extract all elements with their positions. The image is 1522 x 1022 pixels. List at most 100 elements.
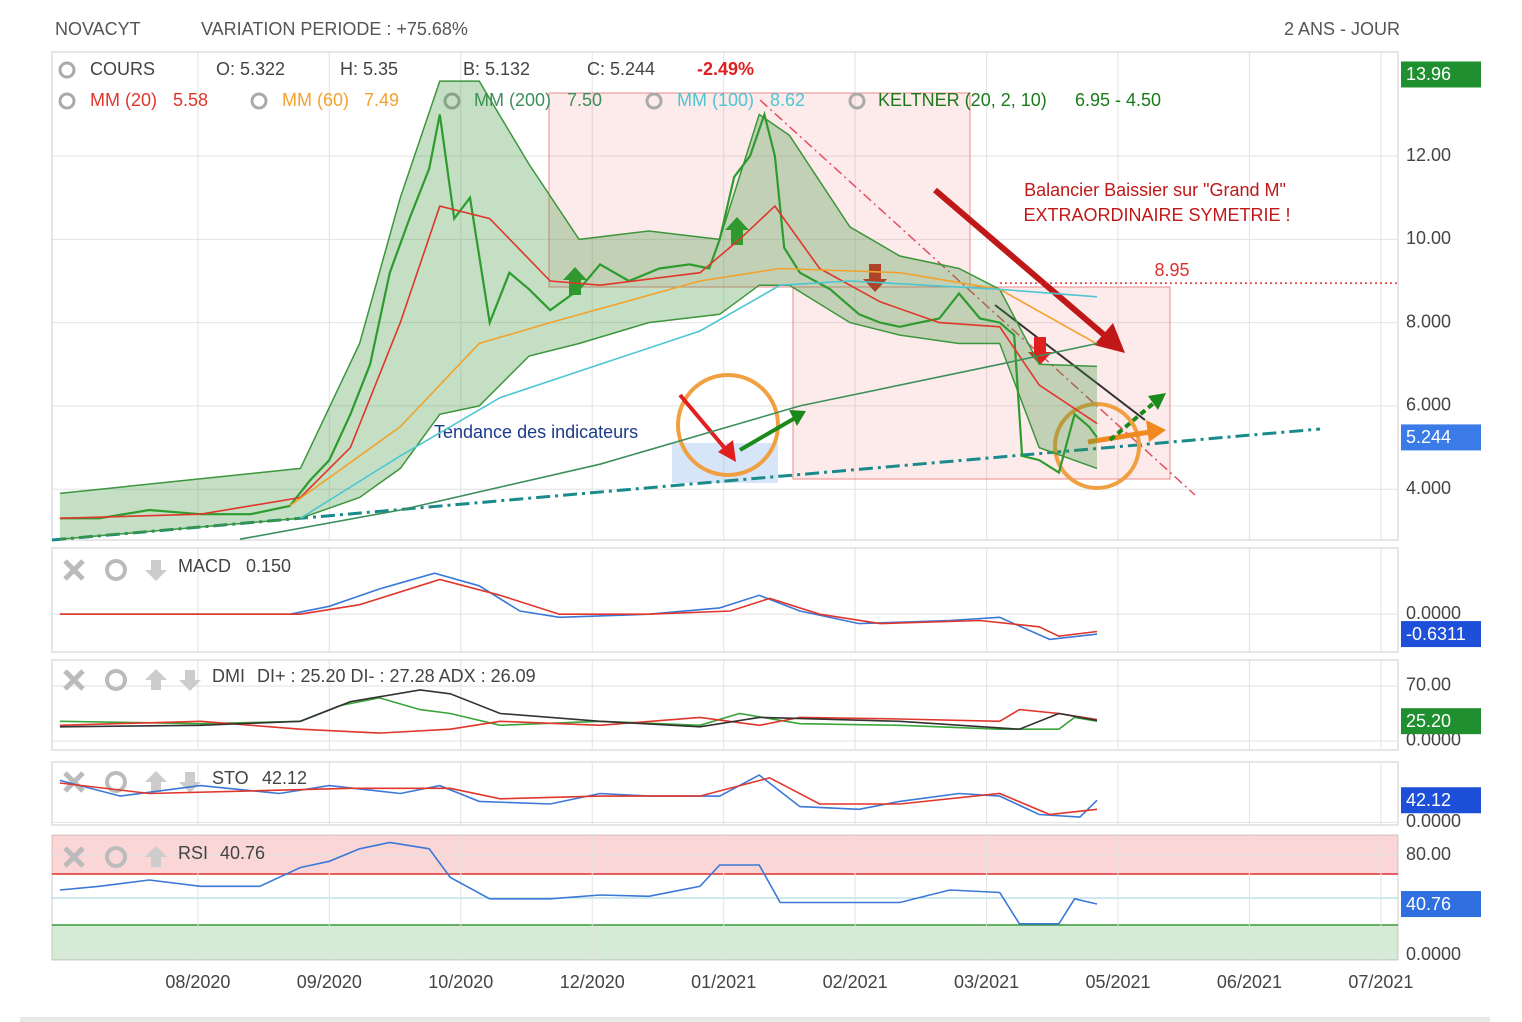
y-tick-label: 6.000 (1406, 395, 1451, 415)
x-tick-label: 08/2020 (165, 972, 230, 992)
annotations: Balancier Baissier sur "Grand M" EXTRAOR… (51, 92, 1321, 542)
indicator-reading: DI+ : 25.20 DI- : 27.28 ADX : 26.09 (257, 666, 536, 686)
variation: VARIATION PERIODE : +75.68% (201, 19, 468, 39)
indicator-reading: 42.12 (262, 768, 307, 788)
trend-line (994, 304, 1146, 421)
y-tick-label: 10.00 (1406, 228, 1451, 248)
down-icon (179, 772, 201, 793)
gear-icon (58, 92, 76, 110)
legend: COURS O: 5.322 H: 5.35 B: 5.132 C: 5.244… (58, 59, 1161, 110)
gear-icon (105, 559, 127, 581)
circle (676, 373, 780, 477)
annotation: Balancier Baissier sur "Grand M" (1024, 180, 1286, 200)
annotation: EXTRAORDINAIRE SYMETRIE ! (1023, 205, 1290, 225)
legend-value: 7.49 (364, 90, 399, 110)
series-line (59, 841, 1098, 925)
arrow-head (1146, 420, 1166, 442)
legend-entry: KELTNER (20, 2, 10) (878, 90, 1047, 110)
down-arrow (1028, 337, 1052, 365)
x-tick-label: 03/2021 (954, 972, 1019, 992)
arrow-head (1094, 323, 1125, 353)
level-label: 8.95 (1154, 260, 1189, 280)
series-line (59, 689, 1098, 731)
close-icon (63, 669, 85, 691)
x-tick-label: 09/2020 (297, 972, 362, 992)
value-badge (1401, 424, 1481, 451)
x-tick-label: 06/2021 (1217, 972, 1282, 992)
arrow (1087, 429, 1151, 445)
series-line (59, 776, 1098, 816)
indicator-title: DMI (212, 666, 245, 686)
arrow (933, 187, 1112, 343)
value-badge-label: 40.76 (1406, 894, 1451, 914)
up-icon (145, 846, 167, 867)
indicator-reading: 40.76 (220, 843, 265, 863)
legend-value: 6.95 - 4.50 (1075, 90, 1161, 110)
indicator-reading: 0.150 (246, 556, 291, 576)
value-badge (1401, 787, 1481, 814)
value-badge (1401, 891, 1481, 918)
series-line (289, 267, 1098, 507)
quote-close: C: 5.244 (587, 59, 655, 79)
up-icon (145, 669, 167, 690)
series-line (59, 110, 1098, 520)
close-icon (63, 846, 85, 868)
y-tick-label: 4.000 (1406, 478, 1451, 498)
y-tick-label: 0.0000 (1406, 811, 1461, 831)
legend-entry: MM (100) (677, 90, 754, 110)
arrow-head (789, 410, 806, 426)
series-line (59, 578, 1098, 638)
x-tick-label: 10/2020 (428, 972, 493, 992)
value-badge-label: 42.12 (1406, 790, 1451, 810)
x-tick-label: 02/2021 (823, 972, 888, 992)
up-arrow (725, 217, 749, 245)
quote-change: -2.49% (697, 59, 754, 79)
arrow-head (1148, 393, 1166, 410)
indicator-title: RSI (178, 843, 208, 863)
gear-icon (58, 61, 76, 79)
gear-icon (105, 669, 127, 691)
x-tick-label: 05/2021 (1085, 972, 1150, 992)
indicator-headers: MACD 0.150 DMI DI+ : 25.20 DI- : 27.28 A… (178, 556, 536, 863)
period: 2 ANS - JOUR (1284, 19, 1400, 39)
up-icon (145, 771, 167, 792)
x-tick-label: 07/2021 (1348, 972, 1413, 992)
panel (51, 51, 1399, 541)
legend-value: 7.50 (567, 90, 602, 110)
legend-value: 8.62 (770, 90, 805, 110)
arrow (678, 393, 730, 454)
gear-icon (250, 92, 268, 110)
value-badge (1401, 61, 1481, 88)
panel (51, 547, 1399, 653)
gear-icon (105, 771, 127, 793)
y-tick-label: 0.0000 (1406, 603, 1461, 623)
oversold-zone (52, 925, 1398, 960)
value-badge (1401, 708, 1481, 735)
trend-line (51, 427, 1321, 542)
band-lower (59, 284, 1098, 540)
value-badge-label: 25.20 (1406, 711, 1451, 731)
x-tick-label: 01/2021 (691, 972, 756, 992)
symbol: NOVACYT (55, 19, 141, 39)
y-tick-label: 70.00 (1406, 675, 1451, 695)
series-line (239, 342, 1098, 540)
value-badge (1401, 621, 1481, 648)
quote-open: O: 5.322 (216, 59, 285, 79)
y-tick-label: 80.00 (1406, 844, 1451, 864)
down-icon (145, 560, 167, 581)
footer-strip (20, 1017, 1490, 1022)
legend-entry: MM (20) (90, 90, 157, 110)
series-line (59, 204, 1098, 520)
gear-icon (645, 92, 663, 110)
close-icon (63, 559, 85, 581)
band-upper (59, 80, 1098, 495)
arrow-head (718, 440, 736, 462)
gear-icon (105, 846, 127, 868)
panel (51, 659, 1399, 751)
down-icon (179, 670, 201, 691)
y-tick-label: 0.0000 (1406, 730, 1461, 750)
legend-value: 5.58 (173, 90, 208, 110)
legend-entry: COURS (90, 59, 155, 79)
